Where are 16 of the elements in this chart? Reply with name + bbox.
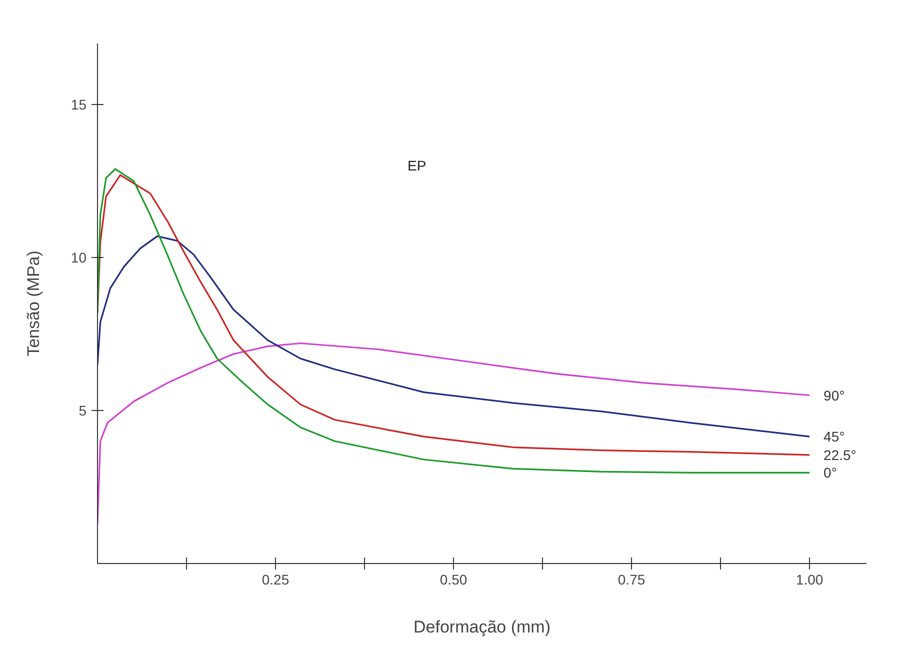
series-label: 0° [824, 464, 837, 481]
series-label: 45° [824, 428, 845, 445]
series-label: 90° [824, 387, 845, 404]
y-tick-label: 5 [78, 402, 87, 419]
x-tick-label: 0.50 [440, 572, 468, 588]
x-tick-label: 1.00 [796, 572, 824, 588]
line-series [98, 235, 810, 438]
line-series [98, 342, 810, 525]
annotation: EP [408, 158, 426, 174]
y-tick-label: 15 [70, 96, 87, 113]
x-tick-label: 0.75 [618, 572, 646, 588]
x-tick-label: 0.25 [262, 572, 290, 588]
series-label: 22.5° [824, 446, 856, 463]
y-axis-title: Tensão (MPa) [24, 250, 43, 356]
x-axis-title: Deformação (mm) [414, 618, 550, 636]
y-tick-label: 10 [70, 250, 87, 266]
